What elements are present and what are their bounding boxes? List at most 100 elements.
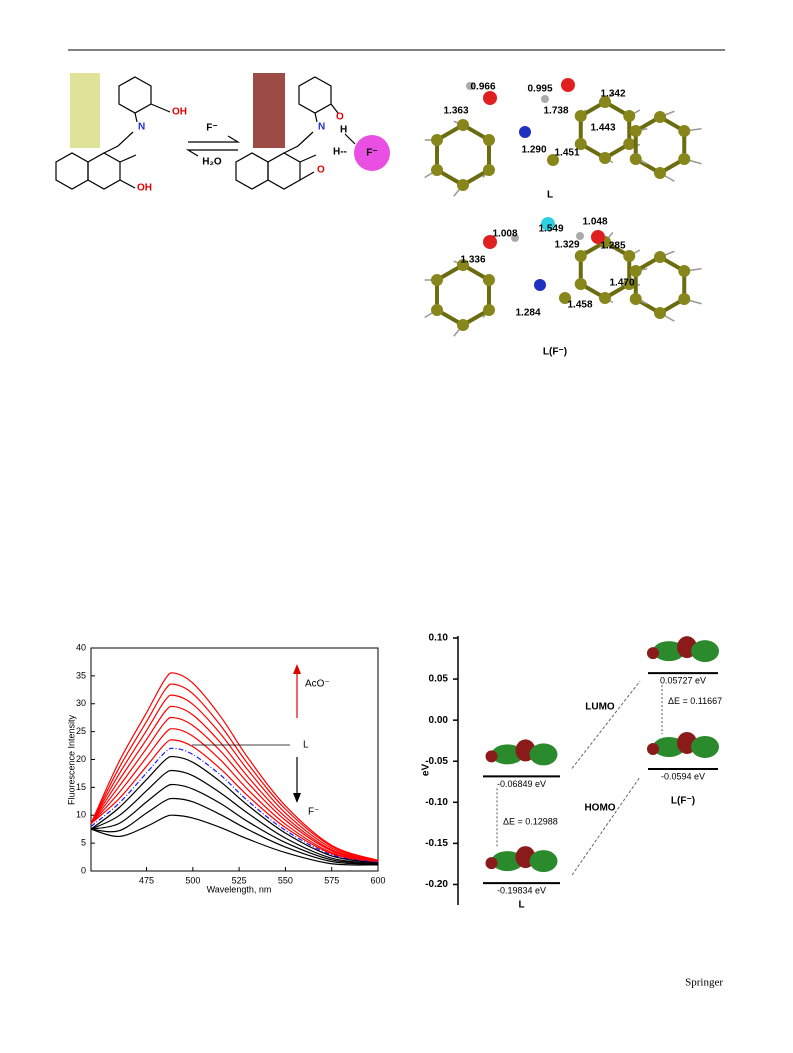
spectrum-line xyxy=(90,683,379,862)
orbital-lobe xyxy=(691,735,719,758)
annotation: AcO⁻ xyxy=(305,679,330,690)
bond-length: 1.451 xyxy=(554,148,579,159)
atom xyxy=(541,217,555,231)
arrow-head xyxy=(293,793,301,803)
atom-c xyxy=(574,138,587,150)
atom-c xyxy=(623,110,636,122)
fluoride-ball xyxy=(354,135,390,171)
y-tick-label: 0.10 xyxy=(429,633,449,644)
atom-c xyxy=(623,278,636,290)
atom-o: O xyxy=(336,112,344,123)
y-tick-label: -0.20 xyxy=(425,879,448,890)
atom-oh: OH xyxy=(137,183,152,194)
y-axis-label: Fluorescence Intensity xyxy=(66,714,76,805)
atom-c xyxy=(629,125,642,137)
product-skeleton xyxy=(235,76,356,190)
atom-c xyxy=(482,274,495,286)
energy-axis-label: eV xyxy=(421,764,432,777)
atom-c xyxy=(431,304,444,316)
atom-c xyxy=(574,278,587,290)
atom-c xyxy=(629,153,642,165)
atom xyxy=(483,91,497,105)
atom xyxy=(591,230,605,244)
solvent-label: H₂O xyxy=(202,157,222,168)
atom xyxy=(534,279,546,291)
y-tick-label: 10 xyxy=(76,810,86,820)
bond-length: 1.342 xyxy=(600,89,625,100)
orbital-lobe xyxy=(491,744,524,765)
spectrum-line xyxy=(90,783,379,865)
orbital-label: HOMO xyxy=(584,803,615,814)
orbital-lobe xyxy=(653,736,685,757)
atom-c xyxy=(629,293,642,305)
level-value: -0.0594 eV xyxy=(661,771,705,781)
y-tick-label: 20 xyxy=(76,754,86,764)
annotation: L xyxy=(303,740,309,751)
bond-length: 1.443 xyxy=(590,123,615,134)
yellow-sample xyxy=(70,73,100,148)
orbital-lobe xyxy=(485,857,498,870)
atom xyxy=(511,234,519,242)
atom-c xyxy=(574,110,587,122)
equilibrium-arrows xyxy=(185,135,241,157)
bond-length: 1.284 xyxy=(515,308,540,319)
level-value: -0.19834 eV xyxy=(497,885,546,895)
atom-n: N xyxy=(138,122,145,133)
spectrum-line xyxy=(90,747,379,864)
atom-c xyxy=(678,125,691,137)
spectrum-line xyxy=(90,814,379,866)
atom-c xyxy=(654,167,666,179)
atom-c xyxy=(599,96,611,108)
bond-length: 1.329 xyxy=(554,240,579,251)
orbital-lobe xyxy=(529,850,558,873)
atom-c xyxy=(623,250,636,262)
level-connector xyxy=(571,776,641,876)
publisher: Springer xyxy=(685,977,723,989)
atom-c xyxy=(623,138,636,150)
atom-n: N xyxy=(318,122,325,133)
atom-c xyxy=(599,292,611,304)
atom-c xyxy=(678,293,691,305)
x-tick-label: 525 xyxy=(232,875,247,885)
orbital-lobe xyxy=(691,640,719,663)
atom-c xyxy=(457,259,469,271)
x-tick-label: 500 xyxy=(185,875,200,885)
atom-c xyxy=(629,265,642,277)
atom-c xyxy=(654,111,666,123)
atom xyxy=(559,292,571,304)
structure-label: L(F⁻) xyxy=(543,347,567,358)
anion-label: F⁻ xyxy=(366,148,377,159)
y-tick-label: 40 xyxy=(76,642,86,652)
atom xyxy=(483,235,497,249)
atom-oh: OH xyxy=(172,107,187,118)
orbital-lobe xyxy=(647,742,659,755)
orbital-lobe xyxy=(653,641,685,662)
atom xyxy=(547,154,559,166)
atom-c xyxy=(678,153,691,165)
level-value: -0.06849 eV xyxy=(497,779,546,789)
bond-length: 1.470 xyxy=(609,278,634,289)
y-tick-label: 35 xyxy=(76,670,86,680)
bond-length: 1.549 xyxy=(538,224,563,235)
molecule-label: L(F⁻) xyxy=(671,796,695,807)
scheme: N OH OH F⁻ H₂O N O H H-- O F⁻ xyxy=(55,73,390,194)
y-tick-label: 30 xyxy=(76,698,86,708)
annotation: F⁻ xyxy=(308,807,319,818)
spectrum-line xyxy=(90,694,379,863)
atom-c xyxy=(678,265,691,277)
atom-c xyxy=(654,307,666,319)
x-tick-label: 475 xyxy=(139,875,154,885)
gap-label: ΔE = 0.12988 xyxy=(503,817,558,827)
atom-c xyxy=(457,119,469,131)
atom-c xyxy=(654,251,666,263)
bond-length: 1.458 xyxy=(567,300,592,311)
atom-h: H-- xyxy=(333,147,347,158)
orbital-lobe xyxy=(485,750,498,763)
molecule-label: L xyxy=(518,900,524,911)
bond-length: 1.738 xyxy=(543,106,568,117)
level-connector xyxy=(571,680,641,769)
arrow-head xyxy=(293,664,301,674)
spectrum-line xyxy=(90,797,379,865)
bond-length: 1.048 xyxy=(582,217,607,228)
